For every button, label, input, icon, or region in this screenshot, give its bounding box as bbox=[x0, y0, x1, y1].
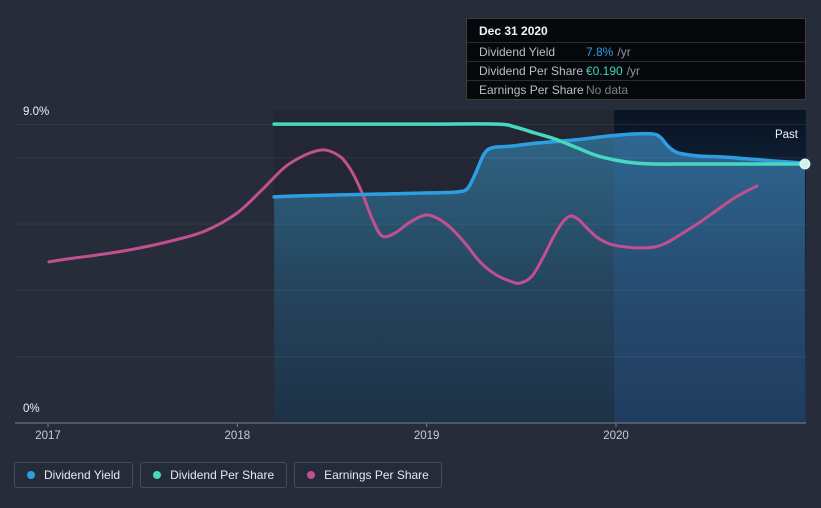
y-axis-max-label: 9.0% bbox=[23, 106, 50, 118]
y-axis-zero-label: 0% bbox=[23, 403, 40, 415]
yield-area-fill bbox=[274, 133, 805, 423]
legend-dot-icon bbox=[27, 471, 35, 479]
tooltip-row-dividend-per-share: Dividend Per Share €0.190/yr bbox=[467, 61, 805, 80]
tooltip-row-earnings-per-share: Earnings Per Share No data bbox=[467, 80, 805, 99]
chart-legend: Dividend Yield Dividend Per Share Earnings… bbox=[14, 462, 442, 488]
tooltip-row-unit: /yr bbox=[626, 64, 641, 78]
legend-item-earnings-per-share[interactable]: Earnings Per Share bbox=[294, 462, 442, 488]
tooltip-row-value: No data bbox=[586, 83, 629, 97]
past-label: Past bbox=[774, 129, 798, 141]
tooltip-row-dividend-yield: Dividend Yield 7.8%/yr bbox=[467, 42, 805, 61]
x-axis-label-2020: 2020 bbox=[603, 430, 629, 442]
legend-dot-icon bbox=[307, 471, 316, 479]
tooltip-row-value: €0.190 bbox=[586, 64, 623, 78]
series-end-marker bbox=[799, 158, 811, 170]
tooltip-row-label: Earnings Per Share bbox=[479, 83, 584, 97]
legend-item-label: Earnings Per Share bbox=[324, 468, 429, 482]
tooltip-rows: Dividend Yield 7.8%/yr Dividend Per Share €… bbox=[467, 42, 805, 99]
tooltip-row-unit: /yr bbox=[617, 45, 631, 59]
legend-item-label: Dividend Per Share bbox=[170, 468, 275, 482]
tooltip-row-label: Dividend Per Share bbox=[479, 64, 584, 78]
series-line-earnings-per-share bbox=[47, 148, 759, 285]
legend-item-dividend-per-share[interactable]: Dividend Per Share bbox=[140, 462, 288, 488]
hover-tooltip: Dec 31 2020 Dividend Yield 7.8%/yr Dividen… bbox=[466, 18, 806, 100]
tooltip-date: Dec 31 2020 bbox=[479, 24, 548, 38]
tooltip-row-value: 7.8% bbox=[586, 45, 614, 59]
x-axis-label-2018: 2018 bbox=[224, 430, 251, 442]
x-axis-label-2019: 2019 bbox=[413, 430, 440, 442]
legend-item-label: Dividend Yield bbox=[44, 468, 121, 482]
legend-item-dividend-yield[interactable]: Dividend Yield bbox=[14, 462, 134, 488]
x-axis-label-2017: 2017 bbox=[35, 430, 61, 442]
series-line-dividend-per-share bbox=[272, 122, 807, 166]
tooltip-row-label: Dividend Yield bbox=[479, 45, 556, 59]
series-line-dividend-yield bbox=[272, 131, 807, 199]
legend-dot-icon bbox=[153, 471, 162, 479]
